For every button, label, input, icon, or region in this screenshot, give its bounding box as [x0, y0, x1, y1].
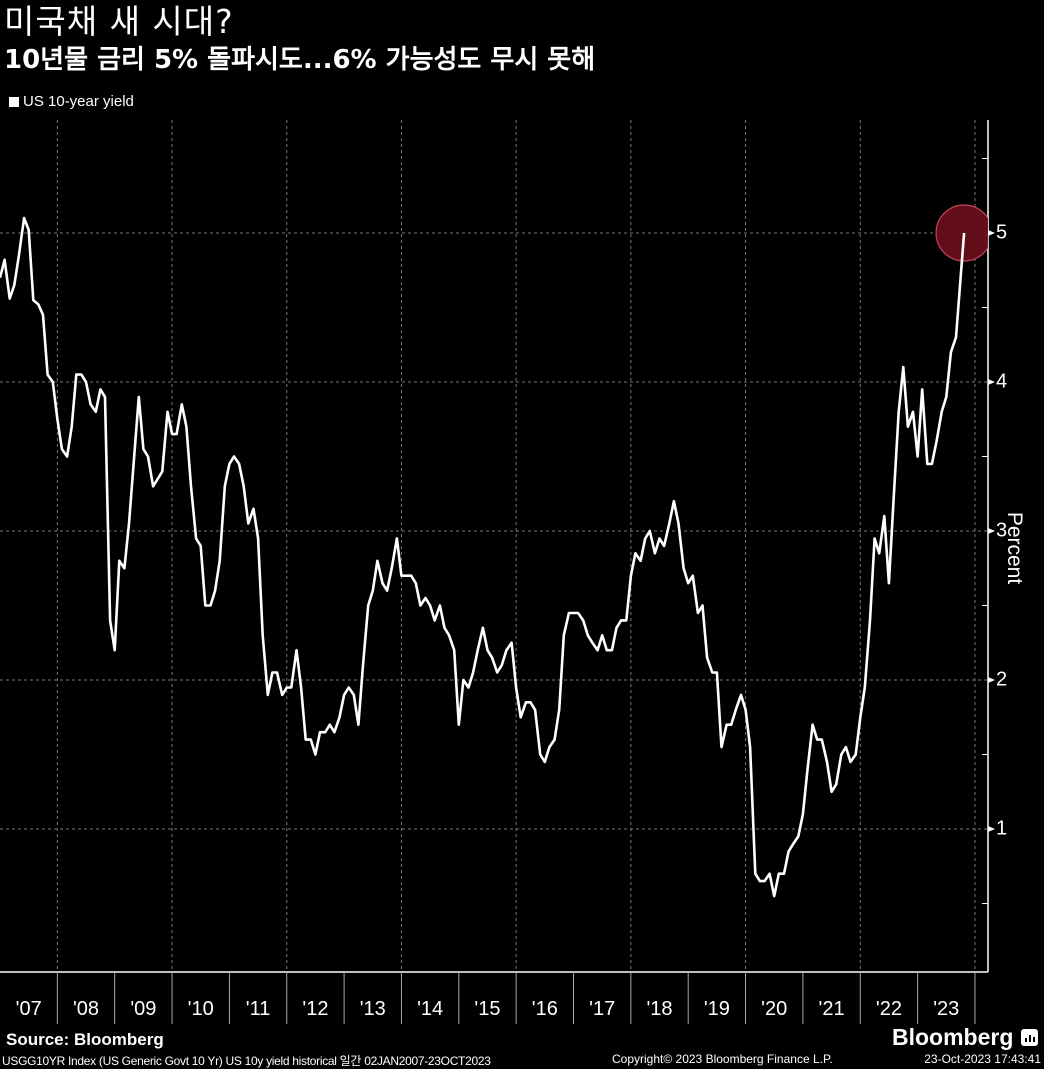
y-tick-label: 3: [996, 519, 1008, 542]
x-tick-label: '23: [933, 998, 960, 1020]
x-tick-label: '10: [187, 998, 214, 1020]
y-tick-label: 4: [996, 370, 1008, 393]
chart-subtitle: 10년물 금리 5% 돌파시도...6% 가능성도 무시 못해: [4, 45, 596, 75]
x-tick-label: '22: [875, 998, 902, 1020]
x-tick-label: '11: [245, 998, 271, 1020]
copyright: Copyright© 2023 Bloomberg Finance L.P.: [612, 1052, 833, 1066]
x-tick-label: '07: [15, 998, 42, 1020]
y-tick-label: 2: [996, 668, 1008, 691]
legend-label: US 10-year yield: [23, 93, 134, 110]
axes: [0, 120, 995, 1024]
x-tick-label: '14: [417, 998, 444, 1020]
yield-line: [0, 216, 966, 898]
legend-swatch: [9, 97, 19, 107]
x-tick-label: '21: [818, 998, 845, 1020]
timestamp: 23-Oct-2023 17:43:41: [924, 1052, 1041, 1066]
x-tick-label: '18: [646, 998, 673, 1020]
x-tick-label: '16: [531, 998, 558, 1020]
x-tick-label: '17: [589, 998, 616, 1020]
legend: US 10-year yield: [9, 92, 134, 112]
x-tick-label: '13: [359, 998, 386, 1020]
bloomberg-chart-icon: [1021, 1029, 1039, 1046]
source-label: Source: Bloomberg: [6, 1030, 164, 1049]
grid-lines: [0, 120, 988, 972]
y-tick-label: 1: [996, 817, 1008, 840]
y-axis-title: Percent: [1003, 511, 1026, 585]
chart-title: 미국채 새 시대?: [4, 2, 234, 41]
x-tick-label: '19: [703, 998, 730, 1020]
y-tick-label: 5: [996, 221, 1008, 244]
highlight-circle: [935, 204, 988, 262]
bloomberg-logo: Bloomberg: [892, 1024, 1039, 1051]
x-tick-label: '09: [130, 998, 157, 1020]
brand-text: Bloomberg: [892, 1024, 1014, 1050]
index-description: USGG10YR Index (US Generic Govt 10 Yr) U…: [2, 1054, 491, 1068]
x-tick-label: '20: [761, 998, 788, 1020]
x-tick-label: '15: [474, 998, 501, 1020]
x-tick-label: '08: [72, 998, 100, 1020]
x-tick-label: '12: [302, 998, 329, 1020]
